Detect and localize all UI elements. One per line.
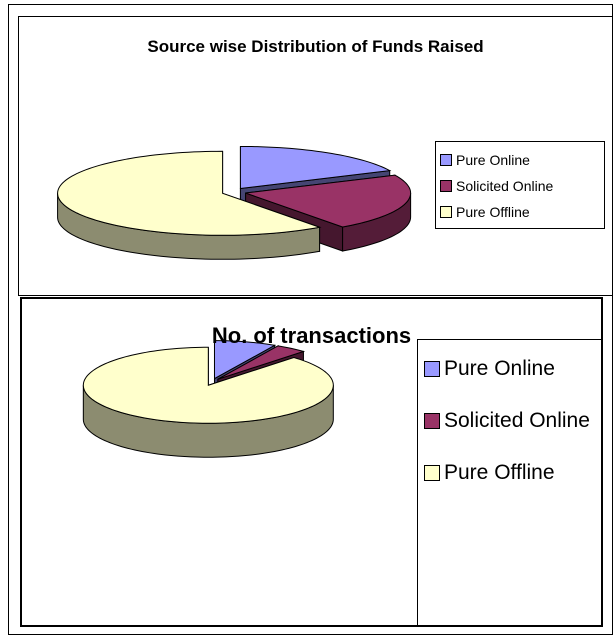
legend-label: Pure Online bbox=[444, 357, 555, 380]
legend-item: Solicited Online bbox=[440, 173, 600, 199]
legend-swatch bbox=[424, 361, 440, 377]
pie-area bbox=[82, 340, 334, 458]
pie-slice bbox=[245, 174, 412, 228]
pie-area bbox=[57, 145, 412, 260]
legend-swatch bbox=[440, 180, 452, 192]
pie-slice bbox=[217, 345, 306, 380]
pie-slice bbox=[82, 346, 334, 424]
chart-frame: No. of transactions Pure Online Solicited… bbox=[20, 297, 603, 627]
legend-swatch bbox=[440, 154, 452, 166]
legend-swatch bbox=[424, 465, 440, 481]
legend-label: Solicited Online bbox=[444, 409, 590, 432]
legend-item: Pure Offline bbox=[424, 458, 595, 488]
pie-slice bbox=[213, 340, 277, 380]
legend-swatch bbox=[424, 413, 440, 429]
chart-title: Source wise Distribution of Funds Raised bbox=[147, 37, 484, 56]
chart-title: No. of transactions bbox=[211, 323, 412, 348]
legend-label: Pure Online bbox=[456, 152, 530, 168]
legend-swatch bbox=[440, 206, 452, 218]
legend-item: Solicited Online bbox=[424, 406, 595, 436]
legend-label: Solicited Online bbox=[456, 178, 554, 194]
pie-3d bbox=[57, 145, 412, 260]
legend-item: Pure Online bbox=[424, 354, 595, 384]
legend-label: Pure Offline bbox=[444, 461, 555, 484]
pie-3d bbox=[82, 340, 334, 458]
legend: Pure Online Solicited Online Pure Offline bbox=[435, 141, 605, 229]
legend: Pure Online Solicited Online Pure Offline bbox=[417, 339, 601, 625]
chart-frame: Source wise Distribution of Funds Raised… bbox=[18, 16, 613, 296]
legend-item: Pure Online bbox=[440, 147, 600, 173]
legend-label: Pure Offline bbox=[456, 204, 530, 220]
legend-item: Pure Offline bbox=[440, 199, 600, 225]
pie-slice bbox=[239, 145, 392, 190]
pie-slice bbox=[57, 150, 322, 236]
